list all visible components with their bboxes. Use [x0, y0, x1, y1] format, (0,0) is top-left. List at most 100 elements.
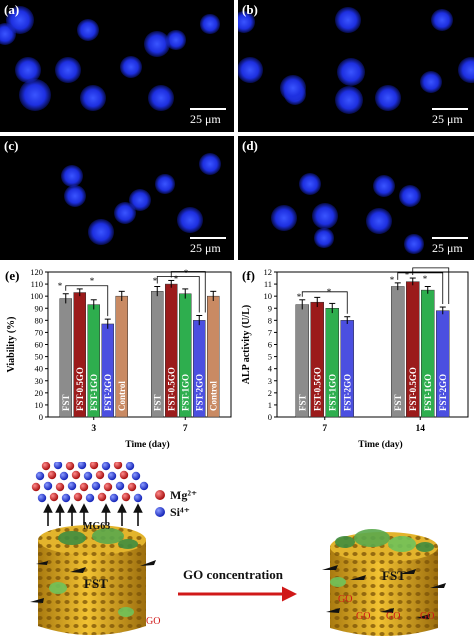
nucleus [366, 208, 392, 234]
significance-bracket [301, 291, 348, 314]
y-tick-label: 10 [264, 291, 273, 301]
mg-ion [41, 462, 51, 471]
significance-marker: * [174, 274, 179, 284]
y-tick-label: 0 [268, 412, 272, 422]
bar-label: FST-2GO [194, 374, 204, 411]
scaffold-right: FST GO GO GO GO [322, 529, 446, 636]
panel-label: (f) [242, 268, 255, 283]
si-ion [59, 471, 69, 481]
y-tick-label: 110 [31, 279, 43, 289]
si-ion [139, 481, 149, 491]
nucleus [15, 57, 41, 83]
go-label-left: GO [146, 616, 160, 627]
y-tick-label: 0 [39, 412, 43, 422]
y-tick-label: 80 [35, 315, 44, 325]
bar-label: FST-1GO [327, 374, 337, 411]
scale-label-b: 25 μm [432, 112, 463, 126]
significance-marker: * [405, 270, 410, 280]
nucleus [312, 203, 338, 229]
nucleus [166, 30, 186, 50]
si-ion [91, 481, 101, 491]
scale-bar-b: 25 μm [432, 108, 468, 127]
mg-ion [31, 482, 41, 492]
mg-ion-legend-marker [155, 490, 165, 500]
nucleus [113, 201, 137, 225]
significance-marker: * [153, 276, 158, 286]
y-tick-label: 30 [35, 376, 44, 386]
si-ion [107, 471, 117, 481]
nucleus [336, 57, 366, 87]
si-ion [101, 462, 111, 471]
bar-label: FST-0.5GO [75, 367, 85, 411]
nucleus [298, 172, 322, 196]
significance-bracket [397, 272, 444, 305]
y-tick-label: 6 [268, 340, 272, 350]
mg-ion [113, 462, 123, 470]
bar-label: FST-0.5GO [166, 367, 176, 411]
mg-ion [89, 462, 99, 470]
significance-marker: * [184, 268, 189, 278]
scaffold-label-right: FST [382, 568, 406, 583]
si-ion [85, 493, 95, 503]
si-ion-legend-marker [155, 507, 165, 517]
y-tick-label: 1 [268, 400, 272, 410]
mg-ion [119, 470, 129, 480]
y-tick-label: 20 [35, 388, 44, 398]
nucleus [76, 18, 100, 42]
nucleus [119, 55, 143, 79]
mg-ion-legend-label: Mg²⁺ [170, 488, 197, 502]
micrograph-c: (c) 25 μm [0, 136, 234, 260]
nucleus [198, 152, 222, 176]
nucleus [19, 79, 51, 111]
y-tick-label: 40 [35, 364, 44, 374]
release-arrows [43, 503, 143, 526]
mg63-cells-left [49, 528, 138, 617]
si-ion [37, 493, 47, 503]
y-tick-label: 120 [30, 267, 43, 277]
si-ion [43, 481, 53, 491]
nucleus [238, 57, 263, 83]
panel-label-a: (a) [4, 2, 20, 17]
bar-label: FST-2GO [438, 374, 448, 411]
si-ion [67, 481, 77, 491]
nucleus [60, 164, 84, 188]
significance-marker: * [58, 281, 63, 291]
mg-ion [49, 492, 59, 502]
bar-label: FST-0.5GO [408, 367, 418, 411]
y-tick-label: 5 [268, 352, 272, 362]
nucleus [430, 8, 454, 32]
si-ion [53, 462, 63, 470]
nucleus [148, 85, 174, 111]
y-tick-label: 10 [35, 400, 44, 410]
mg-ion [73, 492, 83, 502]
nucleus [280, 75, 306, 101]
go-concentration-arrow: GO concentration [178, 567, 297, 602]
go-sheets-right [322, 565, 446, 619]
significance-bracket [412, 267, 450, 305]
si-ion [83, 471, 93, 481]
plot-frame [276, 271, 469, 418]
significance-marker: * [297, 292, 302, 302]
nucleus [398, 184, 422, 208]
si-ion [125, 462, 135, 471]
y-tick-label: 50 [35, 352, 44, 362]
bar-label: Control [117, 381, 127, 411]
y-tick-label: 3 [268, 376, 272, 386]
x-axis-label: Time (day) [125, 439, 169, 450]
y-tick-label: 8 [268, 315, 272, 325]
nucleus [375, 85, 401, 111]
bar-label: FST [393, 394, 403, 411]
mg-ion [97, 492, 107, 502]
bar-label: FST-1GO [89, 374, 99, 411]
x-tick-label: 14 [416, 424, 426, 434]
y-tick-label: 12 [264, 267, 273, 277]
y-tick-label: 70 [35, 327, 44, 337]
bar-label: FST [297, 394, 307, 411]
micrograph-a: (a) 25 μm [0, 0, 234, 132]
bar-label: FST [61, 394, 71, 411]
scaffold-label-left: FST [84, 576, 108, 591]
si-ion [77, 462, 87, 470]
nucleus [55, 57, 81, 83]
viability-chart: (e) 0 10 20 30 40 50 60 70 80 90 100 110 120 Viability… [5, 267, 232, 450]
mg63-label: MG63 [83, 521, 110, 532]
